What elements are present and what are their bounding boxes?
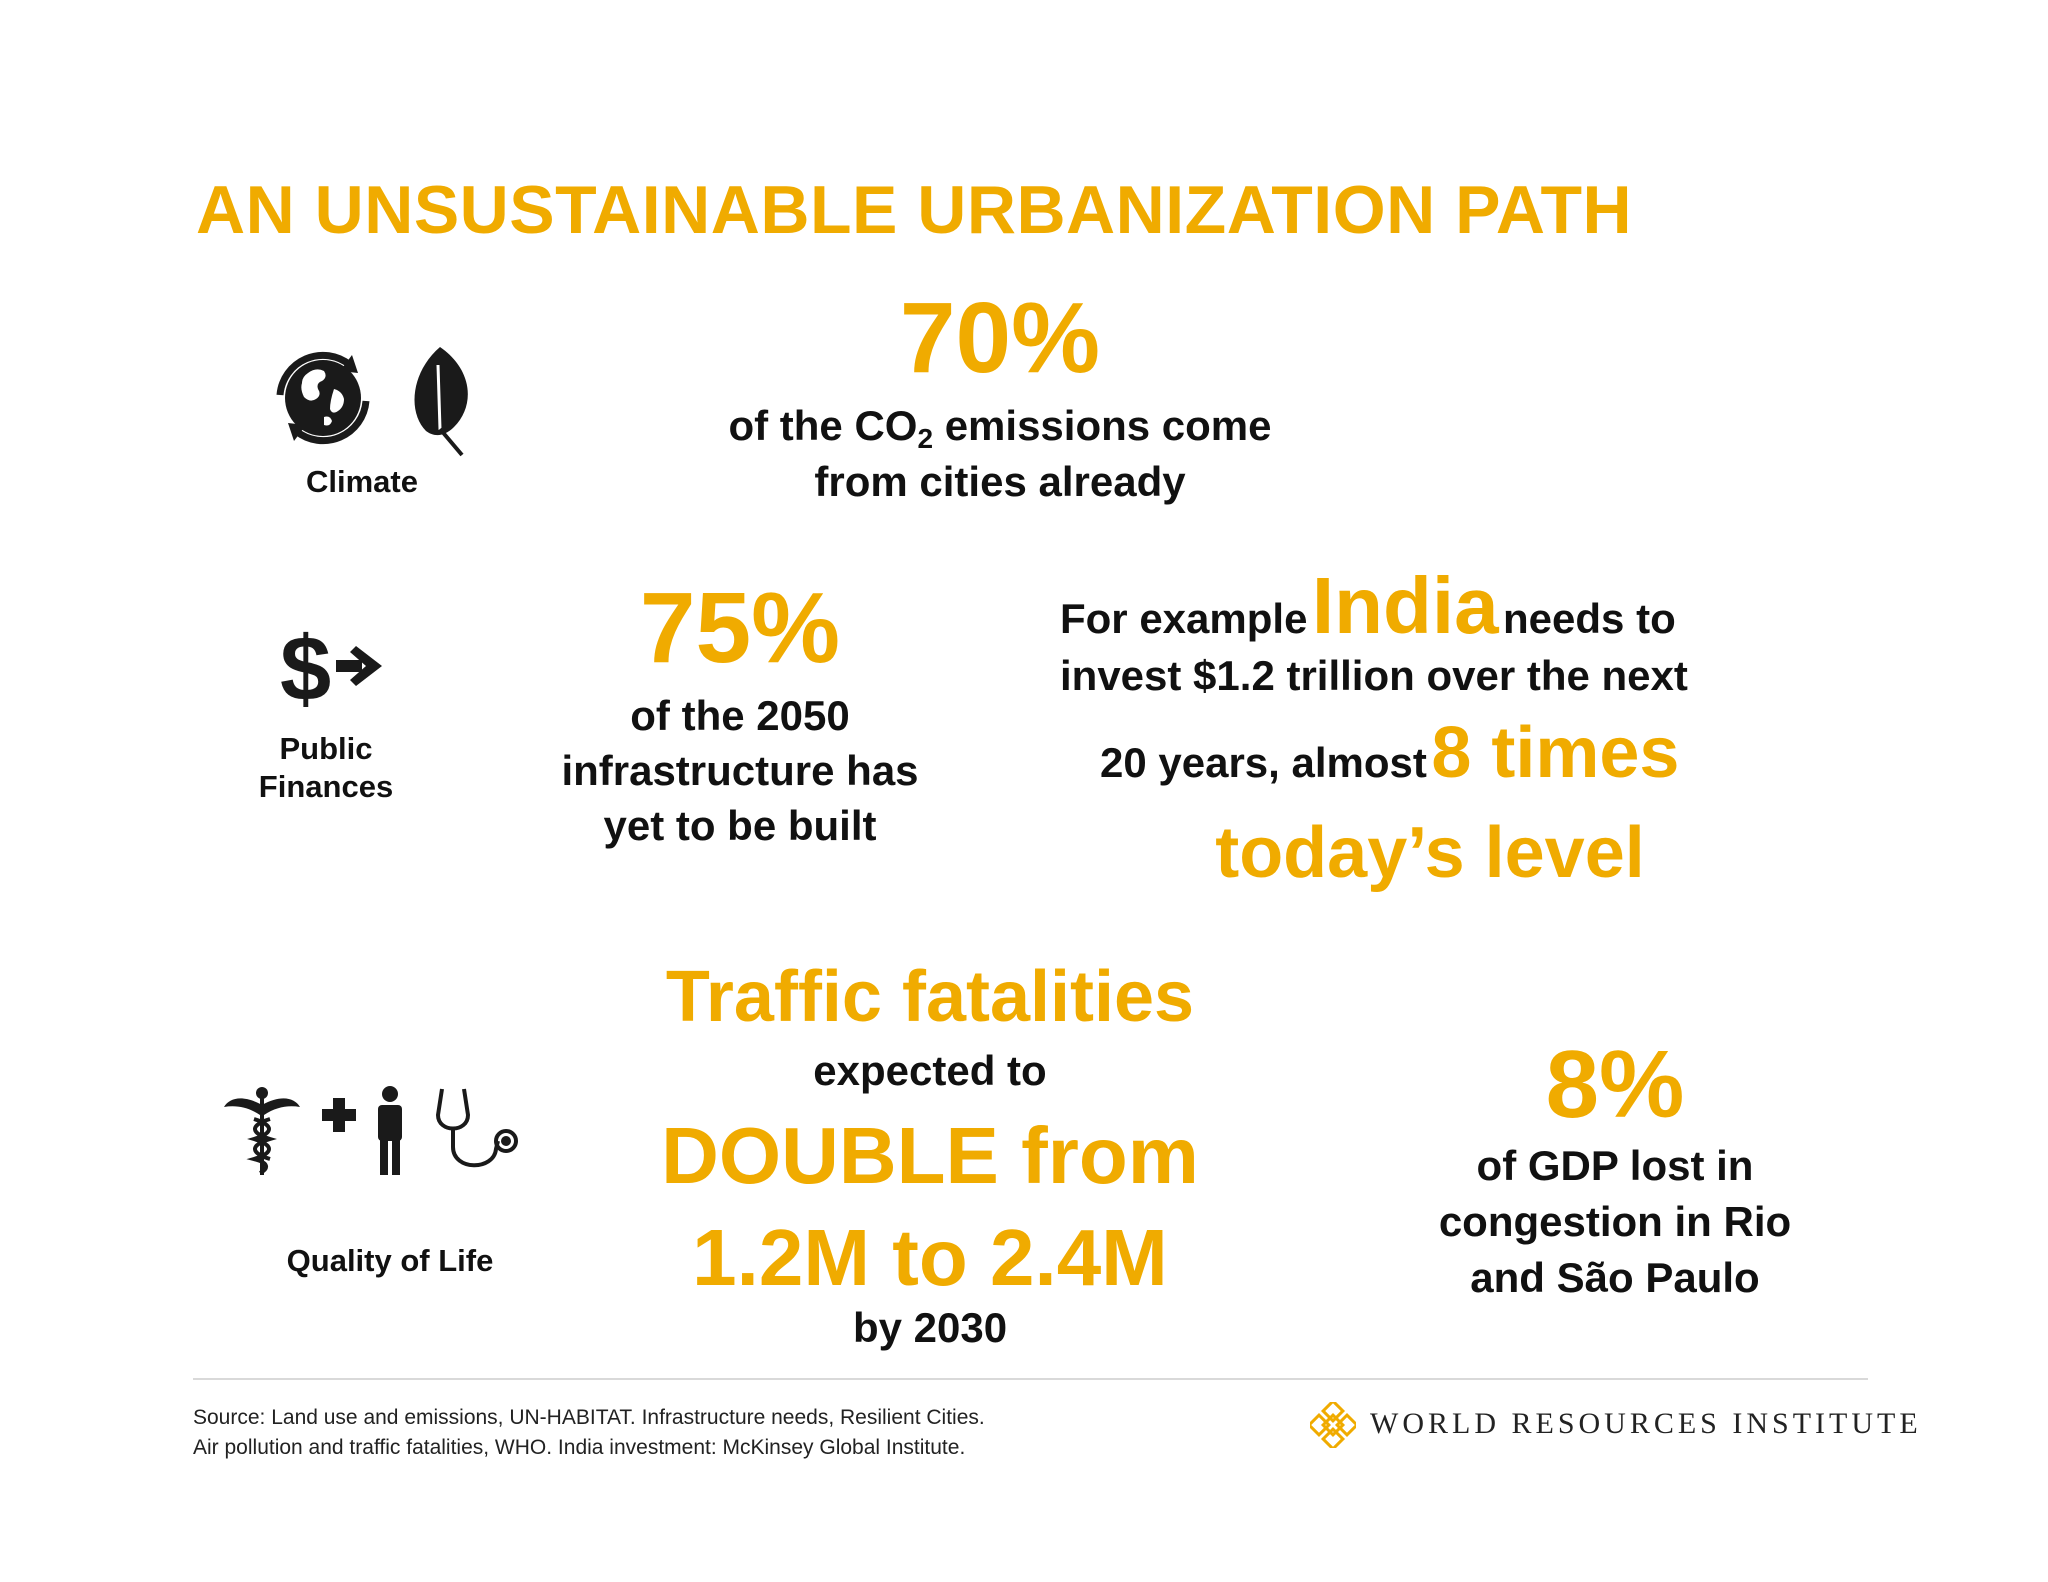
- globe-arrows-icon: [276, 351, 370, 445]
- india-line: For example India needs to: [1060, 561, 1676, 650]
- gdp-stat: 8%: [1545, 1031, 1685, 1138]
- traffic-headline: Traffic fatalities: [665, 957, 1195, 1037]
- stethoscope-icon: [435, 1088, 518, 1168]
- india-invest-line: invest $1.2 trillion over the next: [1060, 652, 1688, 699]
- source-note: Source: Land use and emissions, UN-HABIT…: [193, 1406, 985, 1459]
- footer-divider: [193, 1378, 1868, 1380]
- cross-person-icon: [322, 1086, 402, 1175]
- dollar-arrow-icon: $: [280, 620, 382, 720]
- traffic-year: by 2030: [852, 1304, 1008, 1351]
- leaf-icon: [414, 347, 468, 457]
- climate-icons: [268, 343, 468, 458]
- traffic-range: 1.2M to 2.4M: [692, 1213, 1168, 1302]
- caduceus-icon: [224, 1087, 300, 1175]
- wri-wordmark: WORLD RESOURCES INSTITUTE: [1370, 1407, 1922, 1440]
- public-finances-label: Public Finances: [258, 731, 394, 804]
- india-years-line: 20 years, almost 8 times: [1100, 713, 1680, 793]
- climate-stat: 70%: [899, 282, 1101, 394]
- page-title: AN UNSUSTAINABLE URBANIZATION PATH: [196, 172, 1633, 248]
- traffic-double: DOUBLE from: [661, 1111, 1199, 1200]
- quality-icons: [222, 1085, 532, 1185]
- quality-of-life-label: Quality of Life: [286, 1243, 494, 1278]
- svg-text:$: $: [280, 620, 331, 720]
- wri-knot-logo-icon: [1310, 1402, 1356, 1448]
- infrastructure-stat: 75%: [639, 572, 841, 684]
- india-highlight: India: [1311, 561, 1499, 650]
- traffic-expected: expected to: [813, 1047, 1047, 1094]
- climate-description: of the CO2 emissions come from cities al…: [728, 402, 1272, 505]
- climate-label: Climate: [306, 464, 418, 499]
- infrastructure-description: of the 2050 infrastructure has yet to be…: [561, 692, 919, 849]
- eight-times-highlight: 8 times: [1431, 713, 1680, 793]
- todays-level: today’s level: [1215, 813, 1645, 893]
- gdp-description: of GDP lost in congestion in Rio and São…: [1438, 1142, 1792, 1301]
